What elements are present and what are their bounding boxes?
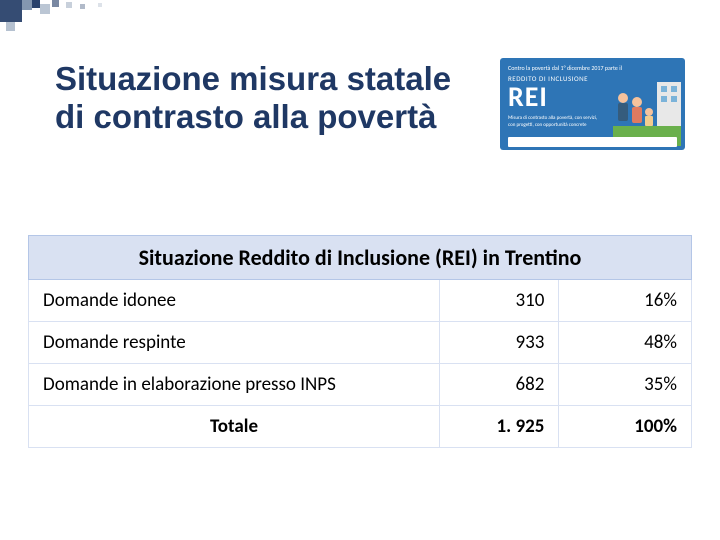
table-header: Situazione Reddito di Inclusione (REI) i…	[29, 236, 692, 280]
rei-footer-logos	[508, 137, 677, 147]
title-line2: di contrasto alla povertà	[55, 98, 475, 136]
row-value: 682	[440, 364, 559, 406]
rei-header-strip: Contro la povertà dal 1° dicembre 2017 p…	[508, 64, 677, 72]
row-label: Domande idonee	[29, 280, 440, 322]
total-label: Totale	[29, 406, 440, 448]
row-pct: 16%	[559, 280, 692, 322]
table-row-total: Totale 1. 925 100%	[29, 406, 692, 448]
rei-data-table: Situazione Reddito di Inclusione (REI) i…	[28, 235, 692, 448]
table-row: Domande in elaborazione presso INPS 682 …	[29, 364, 692, 406]
rei-illustration-card: Contro la povertà dal 1° dicembre 2017 p…	[500, 58, 685, 150]
title-line1: Situazione misura statale	[55, 60, 475, 98]
total-pct: 100%	[559, 406, 692, 448]
rei-desc: Misura di contrasto alla povertà, con se…	[508, 115, 603, 128]
table-row: Domande respinte 933 48%	[29, 322, 692, 364]
row-pct: 35%	[559, 364, 692, 406]
row-value: 310	[440, 280, 559, 322]
total-value: 1. 925	[440, 406, 559, 448]
corner-decoration	[0, 0, 140, 30]
row-label: Domande respinte	[29, 322, 440, 364]
table-row: Domande idonee 310 16%	[29, 280, 692, 322]
row-pct: 48%	[559, 322, 692, 364]
row-value: 933	[440, 322, 559, 364]
slide-title: Situazione misura statale di contrasto a…	[55, 60, 475, 136]
row-label: Domande in elaborazione presso INPS	[29, 364, 440, 406]
family-illustration-icon	[613, 72, 681, 146]
